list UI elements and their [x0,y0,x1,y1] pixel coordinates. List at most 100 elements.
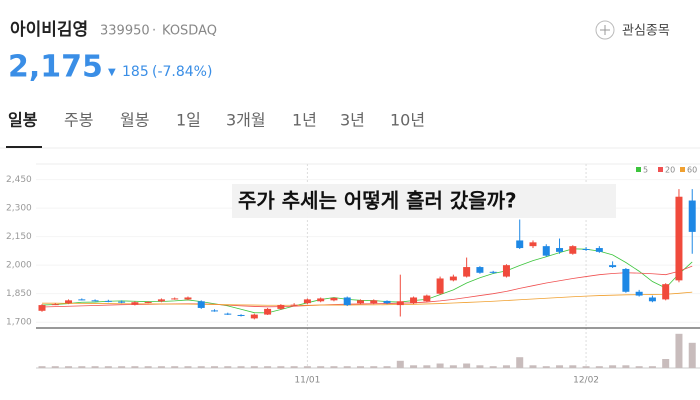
volume-bar [436,363,444,368]
tab[interactable]: 주봉 [64,111,93,130]
candle-body [290,304,298,306]
volume-bar [410,365,418,368]
volume-bar [277,366,285,368]
volume-bar [688,342,696,368]
volume-bar [489,366,497,368]
candle-body [635,291,643,296]
ma-line [41,265,693,308]
price: 2,175 [8,50,103,85]
y-tick-label: 1,850 [6,289,32,299]
volume-bar [622,365,630,368]
candle-body [277,305,285,309]
volume-bar [635,366,643,368]
volume-bar [529,365,537,368]
volume-bar [250,366,258,368]
y-tick-label: 1,700 [6,318,32,328]
candle-body [648,297,656,302]
candle-body [224,313,232,315]
volume-bar [197,366,205,368]
plus-icon [595,20,615,40]
candle-body [396,301,404,306]
volume-bar [396,360,404,368]
volume-bar [356,366,364,368]
volume-bar [449,365,457,368]
candle-body [211,310,219,312]
volume-bar [91,366,99,368]
tab[interactable]: 3년 [340,111,365,130]
candle-body [356,300,364,304]
candle-body [91,300,99,302]
candle-body [423,295,431,302]
volume-bar [131,366,139,368]
candle-body [476,267,484,273]
volume-bar [463,363,471,368]
volume-bar [516,357,524,368]
chart-title: 주가 추세는 어떻게 흘러 갔을까? [238,189,517,213]
x-tick-label: 12/02 [573,376,599,386]
volume-bar [157,366,165,368]
candle-body [144,302,152,304]
volume-bar [78,366,86,368]
tab[interactable]: 1일 [176,111,201,130]
tab[interactable]: 10년 [390,111,425,130]
volume-bar [65,366,73,368]
volume-bar [370,366,378,368]
volume-bar [595,366,603,368]
candle-body [489,271,497,273]
candle-body [595,248,603,252]
volume-bar [264,366,272,368]
volume-bar [542,366,550,368]
chart: 1,700 1,850 2,000 2,150 2,300 2,450 11/01 12/02… [6,163,700,386]
candle-body [38,305,46,311]
candle-body [556,248,564,252]
candle-body [662,284,670,300]
candle-body [622,268,630,292]
watch-label[interactable]: 관심종목 [622,24,670,39]
candle-body [184,297,192,300]
candle-body [250,314,258,319]
candle-body [131,302,139,305]
candle-body [516,240,524,249]
market: KOSDAQ [162,24,217,39]
tabs: 일봉 주봉 월봉 1일 3개월 1년 3년 10년 [8,111,425,130]
volume-bar [675,333,683,368]
candle-body [449,276,457,281]
candle-body [410,297,418,304]
candle-body [436,278,444,294]
x-tick-label: 11/01 [294,376,320,386]
candle-body [502,265,510,277]
candle-body [118,301,126,303]
candle-body [542,246,550,256]
watch-button[interactable]: 관심종목 [595,20,670,40]
volume-bar [502,365,510,368]
candle-body [171,298,179,300]
change-arrow: ▼ [108,67,116,78]
candle-body [675,196,683,281]
candle-body [343,297,351,306]
volume-bar [609,365,617,368]
candle-body [569,246,577,254]
volume-bar [582,366,590,368]
tab[interactable]: 월봉 [120,111,149,130]
legend-label: 60 [687,166,697,175]
candle-body [609,265,617,268]
ma-line [41,248,693,314]
separator: · [152,24,156,39]
volume-bar [343,366,351,368]
volume-bar [476,365,484,368]
candle-body [370,300,378,304]
tab[interactable]: 1년 [292,111,317,130]
volume-bar [144,366,152,368]
candle-body [529,242,537,247]
candle-body [157,299,165,302]
y-tick-label: 2,000 [6,261,32,271]
volume-bar [569,365,577,368]
volume-bar [38,366,46,368]
volume-bar [330,366,338,368]
stock-name: 아이비김영 [10,20,88,40]
tab[interactable]: 일봉 [8,111,38,130]
volume-bar [290,366,298,368]
candle-body [197,301,205,308]
candle-body [582,249,590,250]
tab[interactable]: 3개월 [226,111,266,130]
